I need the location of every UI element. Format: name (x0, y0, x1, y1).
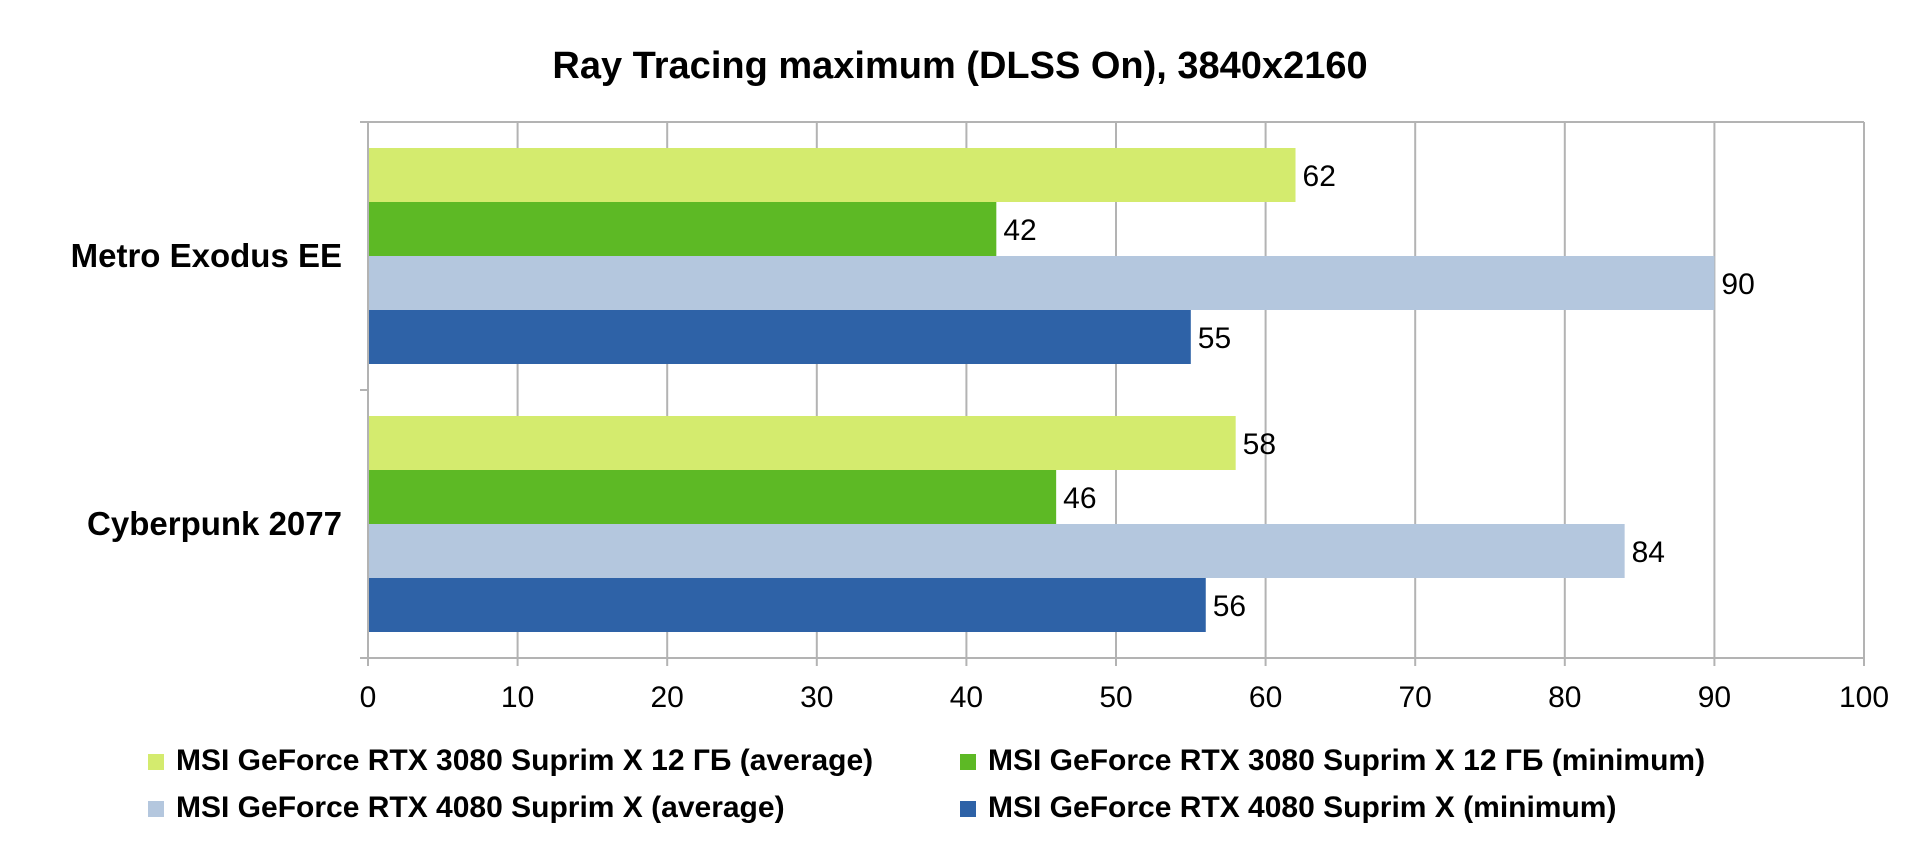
legend-item: MSI GeForce RTX 3080 Suprim X 12 ГБ (ave… (148, 744, 873, 777)
bar (368, 416, 1236, 470)
data-label: 55 (1198, 322, 1231, 355)
legend-label: MSI GeForce RTX 3080 Suprim X 12 ГБ (ave… (176, 744, 873, 777)
bar (368, 202, 997, 256)
legend-swatch (960, 801, 976, 817)
x-tick-label: 50 (1099, 681, 1132, 714)
x-tick-label: 40 (950, 681, 983, 714)
x-tick-label: 80 (1548, 681, 1581, 714)
bar (368, 578, 1206, 632)
legend-item: MSI GeForce RTX 4080 Suprim X (average) (148, 791, 785, 824)
data-label: 46 (1063, 482, 1096, 515)
bar (368, 470, 1057, 524)
bars (368, 148, 1715, 632)
legend-item: MSI GeForce RTX 4080 Suprim X (minimum) (960, 791, 1616, 824)
bar (368, 310, 1191, 364)
x-tick-label: 90 (1698, 681, 1731, 714)
category-label: Cyberpunk 2077 (87, 505, 342, 542)
bar (368, 148, 1296, 202)
x-tick-label: 100 (1839, 681, 1889, 714)
bar (368, 256, 1715, 310)
legend-item: MSI GeForce RTX 3080 Suprim X 12 ГБ (min… (960, 744, 1705, 777)
legend-swatch (148, 754, 164, 770)
data-label: 56 (1213, 590, 1246, 623)
data-label: 58 (1243, 428, 1276, 461)
bar (368, 524, 1625, 578)
data-label: 84 (1632, 536, 1665, 569)
labels: 0 10 20 30 40 50 60 70 80 90 100 62 42 90 55 Metro Exod… (71, 160, 1889, 714)
legend-label: MSI GeForce RTX 4080 Suprim X (average) (176, 791, 785, 824)
axes (360, 121, 1865, 666)
legend-swatch (148, 801, 164, 817)
x-tick-label: 10 (501, 681, 534, 714)
data-label: 90 (1721, 268, 1754, 301)
data-label: 62 (1303, 160, 1336, 193)
data-label: 42 (1003, 214, 1036, 247)
legend-swatch (960, 754, 976, 770)
legend-label: MSI GeForce RTX 3080 Suprim X 12 ГБ (min… (988, 744, 1705, 777)
chart-title: Ray Tracing maximum (DLSS On), 3840x2160 (552, 45, 1367, 87)
x-tick-label: 70 (1399, 681, 1432, 714)
legend-label: MSI GeForce RTX 4080 Suprim X (minimum) (988, 791, 1616, 824)
category-label: Metro Exodus EE (71, 237, 342, 274)
x-tick-label: 30 (800, 681, 833, 714)
x-tick-label: 60 (1249, 681, 1282, 714)
x-tick-label: 20 (651, 681, 684, 714)
legend: MSI GeForce RTX 3080 Suprim X 12 ГБ (ave… (148, 744, 1705, 824)
x-tick-label: 0 (360, 681, 377, 714)
